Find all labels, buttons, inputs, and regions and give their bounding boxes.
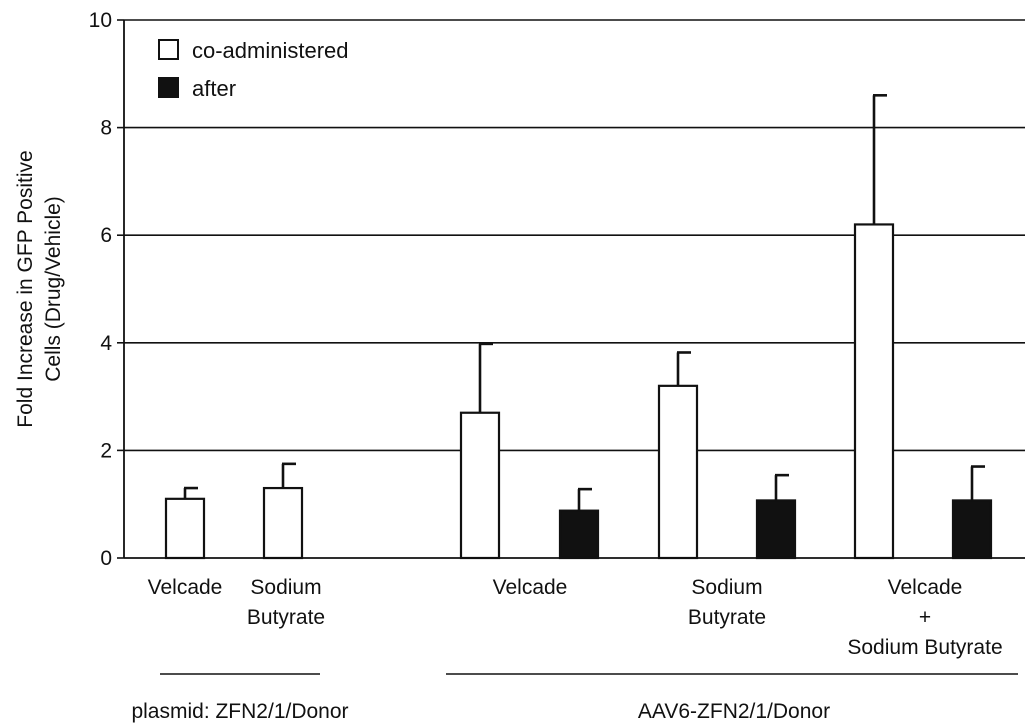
category-label: + bbox=[919, 606, 931, 629]
legend-label: co-administered bbox=[192, 38, 349, 63]
axes bbox=[117, 19, 1025, 559]
group-label: plasmid: ZFN2/1/Donor bbox=[131, 700, 348, 723]
y-tick-label: 6 bbox=[100, 224, 112, 247]
legend-swatch bbox=[158, 77, 179, 98]
y-tick-label: 2 bbox=[100, 439, 112, 462]
y-tick-label: 4 bbox=[100, 332, 112, 355]
category-label: Velcade bbox=[148, 576, 223, 599]
bar-co-administered bbox=[853, 223, 895, 560]
group-label: AAV6-ZFN2/1/Donor bbox=[638, 700, 830, 723]
category-label: Butyrate bbox=[688, 606, 766, 629]
legend-swatch bbox=[158, 39, 179, 60]
category-label: Sodium bbox=[691, 576, 762, 599]
y-tick-label: 10 bbox=[89, 9, 112, 32]
bars bbox=[164, 94, 993, 560]
legend: co-administered after bbox=[158, 38, 349, 101]
bar-co-administered bbox=[262, 486, 304, 560]
bar-after bbox=[755, 499, 797, 560]
bar-co-administered bbox=[459, 411, 501, 560]
bar-co-administered bbox=[657, 384, 699, 560]
y-axis-title: Cells (Drug/Vehicle) bbox=[42, 196, 65, 382]
bar-after bbox=[951, 499, 993, 560]
y-tick-label: 0 bbox=[100, 547, 112, 570]
y-axis-title: Fold Increase in GFP Positive bbox=[14, 150, 37, 427]
bar-after bbox=[558, 509, 600, 560]
bar-co-administered bbox=[164, 497, 206, 560]
labels: 0 2 4 6 8 10 Velcade Sodium Butyrate Velcade Sodiu… bbox=[14, 9, 1018, 723]
category-label: Sodium bbox=[250, 576, 321, 599]
legend-label: after bbox=[192, 76, 236, 101]
category-label: Butyrate bbox=[247, 606, 325, 629]
category-label: Velcade bbox=[888, 576, 963, 599]
category-label: Sodium Butyrate bbox=[847, 636, 1002, 659]
category-label: Velcade bbox=[493, 576, 568, 599]
y-tick-label: 8 bbox=[100, 117, 112, 140]
